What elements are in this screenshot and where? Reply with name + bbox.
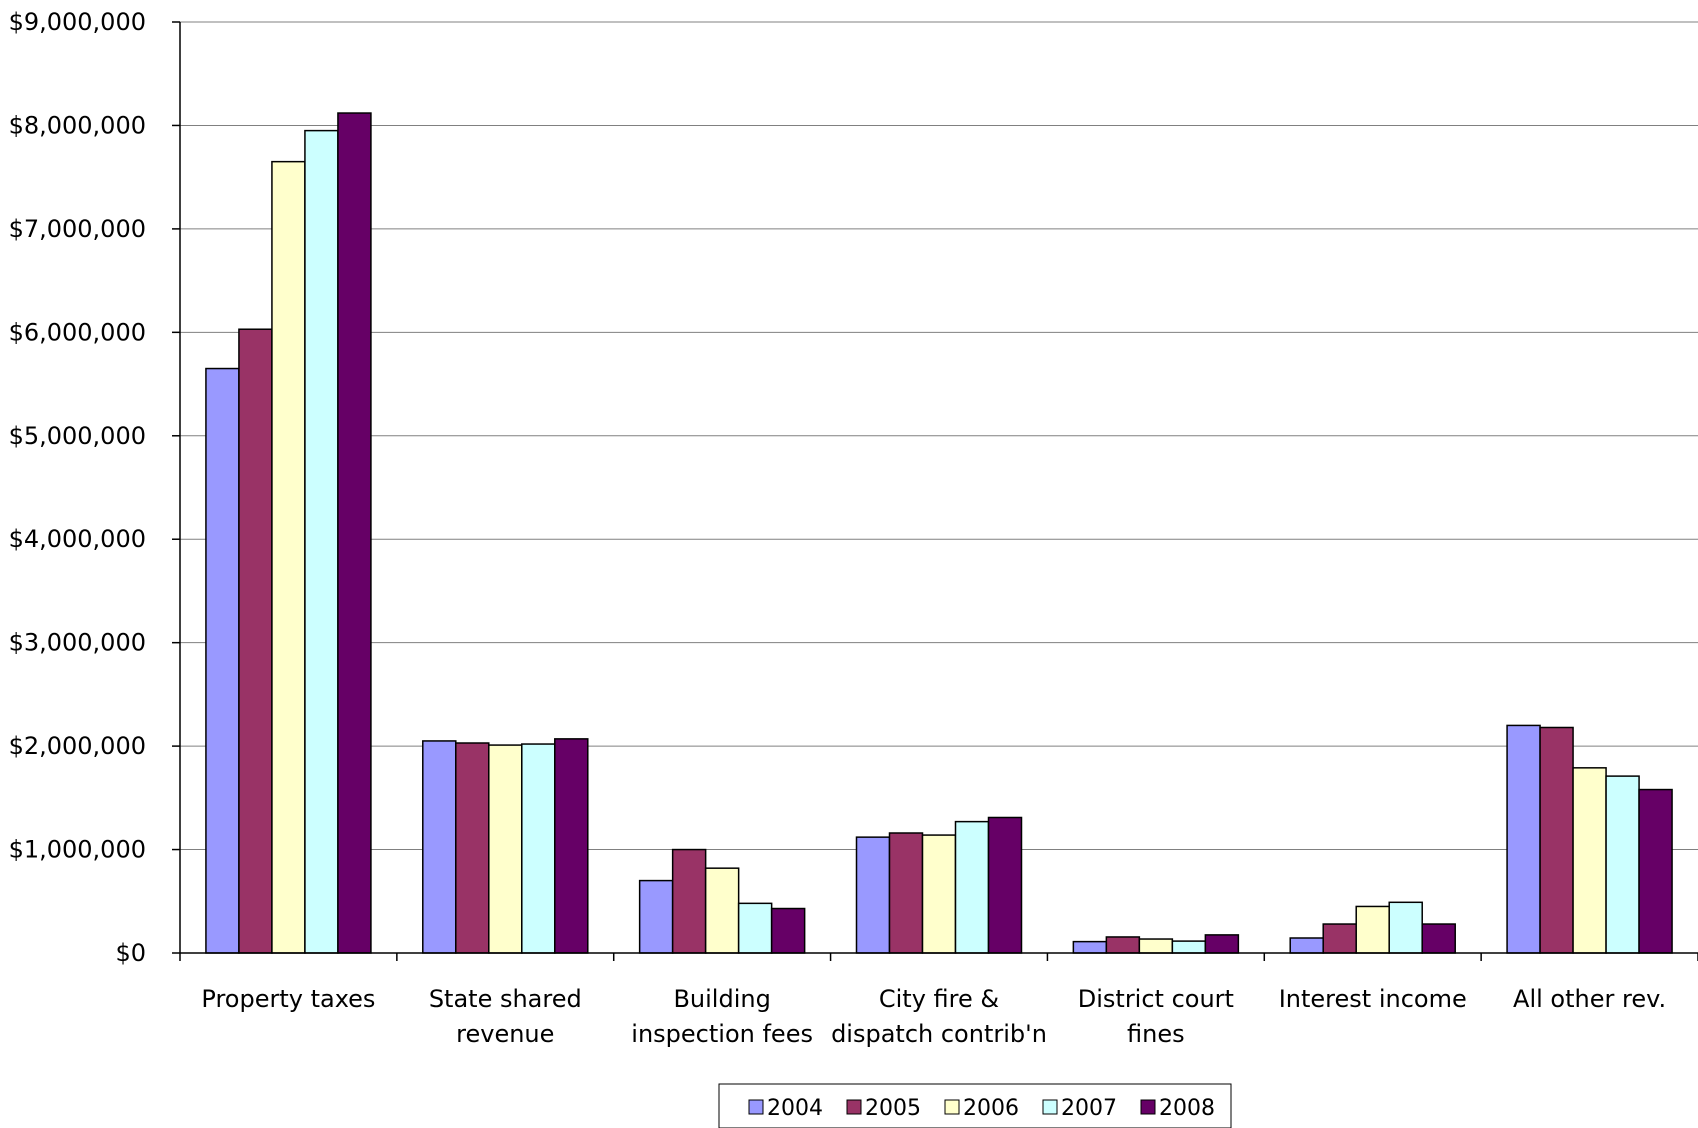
legend-label: 2005	[865, 1096, 921, 1121]
legend-swatch-2006	[944, 1099, 960, 1115]
bar-2007	[304, 129, 339, 954]
legend-swatch-2004	[748, 1099, 764, 1115]
category-label-line: dispatch contrib'n	[831, 1020, 1047, 1048]
bar-2006	[704, 867, 740, 954]
category-label-line: Property taxes	[201, 985, 375, 1013]
bar-2008	[554, 738, 589, 954]
category-label: City fire & dispatch contrib'n	[831, 985, 1047, 1048]
category-label: District court fines	[1078, 985, 1234, 1048]
category-label: All other rev.	[1513, 985, 1666, 1013]
bar-2008	[1421, 923, 1456, 954]
y-tick-label: $6,000,000	[9, 318, 146, 346]
y-tick-label: $3,000,000	[9, 629, 146, 657]
y-tick-label: $4,000,000	[9, 525, 146, 553]
y-tick-label: $7,000,000	[9, 215, 146, 243]
category-label-line: Interest income	[1279, 985, 1467, 1013]
bar-2005	[455, 742, 490, 954]
y-tick-label: $2,000,000	[9, 732, 146, 760]
legend-swatch-2005	[846, 1099, 862, 1115]
bar-2004	[1506, 724, 1541, 954]
bar-2007	[521, 743, 556, 954]
bar-2007	[1388, 901, 1423, 954]
bar-2008	[1638, 788, 1673, 954]
bar-2004	[855, 836, 891, 954]
legend-label: 2007	[1061, 1096, 1117, 1121]
bar-2006	[1138, 938, 1174, 954]
legend-swatch-2008	[1140, 1099, 1156, 1115]
y-tick-label: $9,000,000	[9, 8, 146, 36]
bar-2005	[238, 328, 273, 954]
category-label-line: City fire &	[879, 985, 999, 1013]
bar-2005	[1322, 923, 1357, 954]
category-label: Building inspection fees	[631, 985, 813, 1048]
bar-2006	[921, 834, 957, 954]
category-label: Interest income	[1279, 985, 1467, 1013]
y-tick-label: $5,000,000	[9, 422, 146, 450]
bar-2005	[888, 832, 924, 954]
bar-2008	[770, 907, 806, 954]
bar-2008	[337, 112, 372, 954]
bar-2007	[1171, 940, 1207, 954]
y-tick-label: $8,000,000	[9, 111, 146, 139]
legend-label: 2006	[963, 1096, 1019, 1121]
bar-2007	[954, 820, 990, 954]
category-label-line: All other rev.	[1513, 985, 1666, 1013]
bar-2005	[1539, 726, 1574, 954]
category-label-line: District court	[1078, 985, 1234, 1013]
y-tick-label: $1,000,000	[9, 836, 146, 864]
bar-2006	[271, 160, 306, 954]
bar-2007	[737, 902, 773, 954]
bar-2004	[1072, 940, 1108, 954]
category-label-line: fines	[1127, 1020, 1185, 1048]
category-label-line: revenue	[456, 1020, 554, 1048]
category-label-line: Building	[673, 985, 770, 1013]
legend-label: 2004	[767, 1096, 823, 1121]
category-label: Property taxes	[201, 985, 375, 1013]
bar-2004	[638, 879, 674, 954]
bar-2008	[987, 816, 1023, 954]
bar-2005	[671, 848, 707, 954]
bar-2005	[1105, 936, 1141, 954]
bar-2006	[1355, 905, 1390, 954]
bar-2004	[1289, 937, 1324, 954]
legend-label: 2008	[1159, 1096, 1215, 1121]
bar-2004	[422, 740, 457, 954]
legend-swatch-2007	[1042, 1099, 1058, 1115]
category-label-line: State shared	[429, 985, 582, 1013]
category-label-line: inspection fees	[631, 1020, 813, 1048]
bar-2006	[488, 744, 523, 954]
bar-2006	[1572, 767, 1607, 954]
bar-2008	[1204, 934, 1240, 954]
bar-2007	[1605, 775, 1640, 954]
bar-2004	[205, 367, 240, 954]
y-tick-label: $0	[115, 939, 146, 967]
category-label: State shared revenue	[429, 985, 582, 1048]
